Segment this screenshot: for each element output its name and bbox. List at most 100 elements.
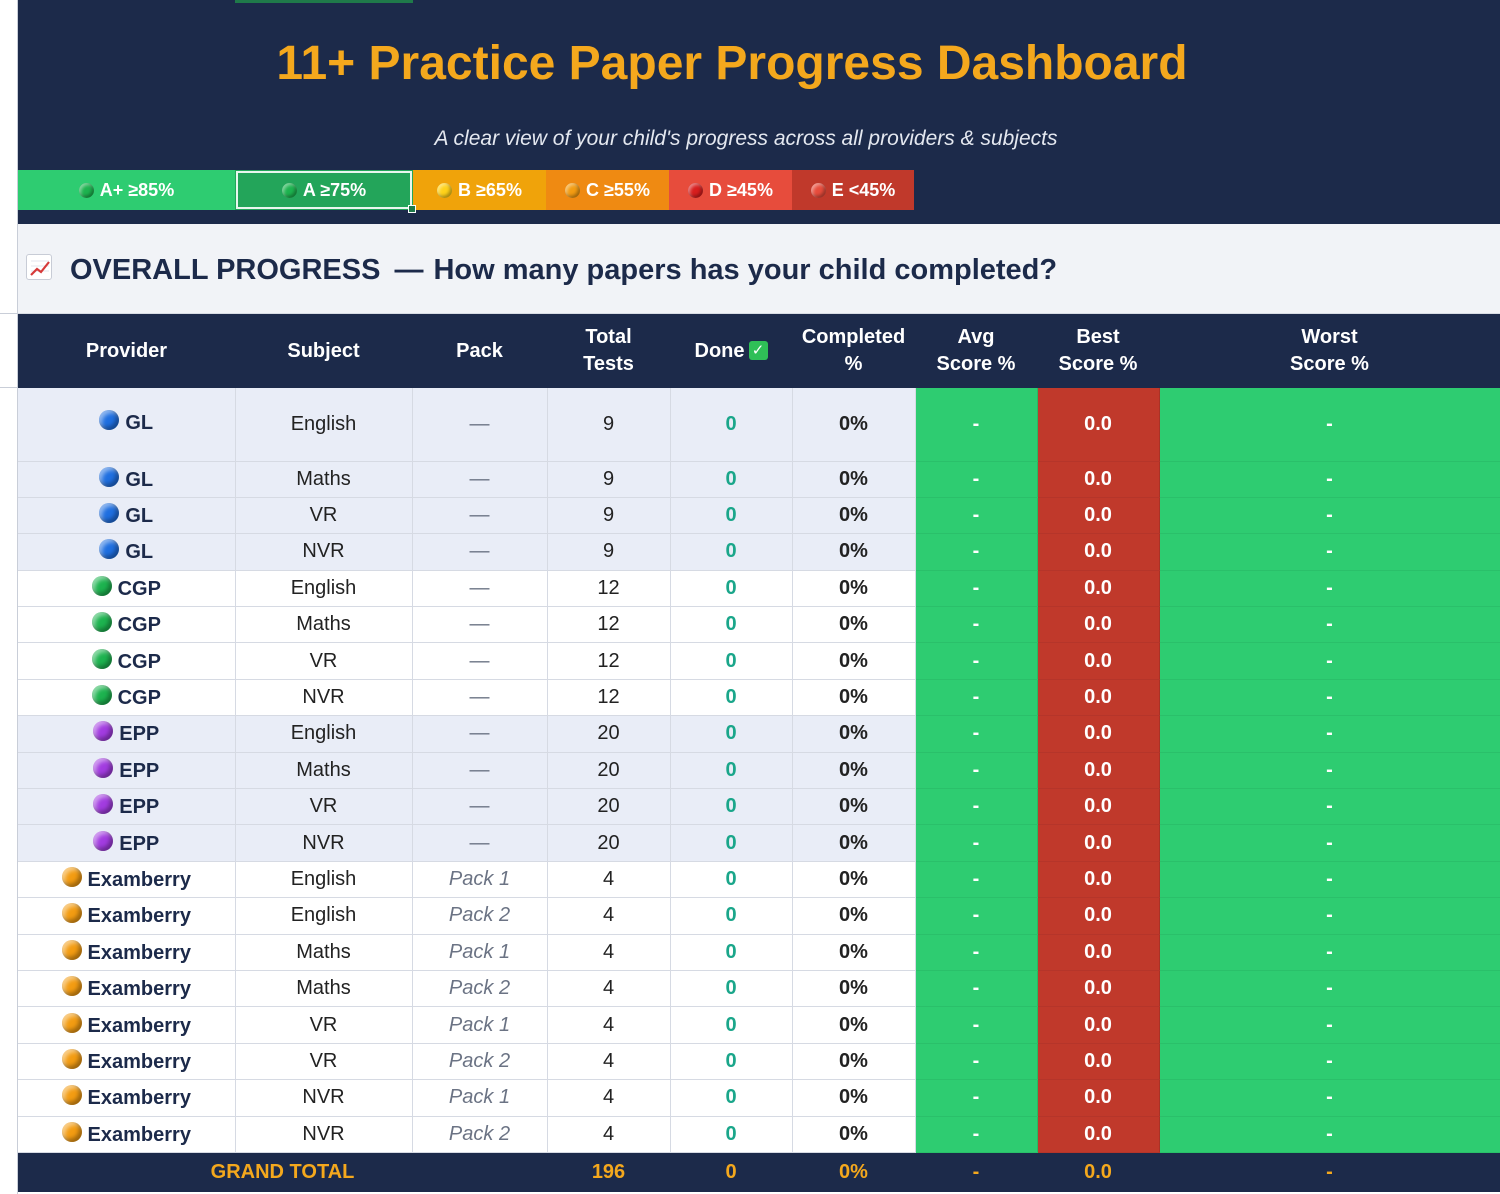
completed-cell[interactable]: 0%: [792, 388, 916, 462]
avg-score-cell[interactable]: -: [915, 788, 1038, 826]
avg-score-cell[interactable]: -: [915, 642, 1038, 680]
avg-score-cell[interactable]: -: [915, 715, 1038, 753]
subject-cell[interactable]: VR: [235, 1043, 413, 1081]
completed-cell[interactable]: 0%: [792, 533, 916, 571]
avg-score-cell[interactable]: -: [915, 388, 1038, 462]
grand-total-worst[interactable]: -: [1159, 1152, 1500, 1193]
grand-total-avg[interactable]: -: [915, 1152, 1037, 1193]
done-cell[interactable]: 0: [670, 970, 793, 1008]
best-score-cell[interactable]: 0.0: [1037, 570, 1160, 608]
provider-cell[interactable]: Examberry: [18, 1006, 236, 1044]
worst-score-cell[interactable]: -: [1159, 897, 1500, 935]
provider-cell[interactable]: EPP: [18, 715, 236, 753]
total-tests-cell[interactable]: 20: [547, 788, 671, 826]
done-cell[interactable]: 0: [670, 533, 793, 571]
pack-cell[interactable]: —: [412, 606, 548, 644]
provider-cell[interactable]: CGP: [18, 570, 236, 608]
provider-cell[interactable]: Examberry: [18, 1079, 236, 1117]
provider-cell[interactable]: Examberry: [18, 1043, 236, 1081]
subject-cell[interactable]: English: [235, 861, 413, 899]
best-score-cell[interactable]: 0.0: [1037, 752, 1160, 790]
best-score-cell[interactable]: 0.0: [1037, 497, 1160, 535]
pack-cell[interactable]: Pack 1: [412, 934, 548, 971]
grand-total-done[interactable]: 0: [670, 1152, 792, 1193]
subject-cell[interactable]: Maths: [235, 934, 413, 971]
provider-cell[interactable]: GL: [18, 533, 236, 571]
pack-cell[interactable]: —: [412, 497, 548, 535]
total-tests-cell[interactable]: 4: [547, 970, 671, 1008]
done-cell[interactable]: 0: [670, 1116, 793, 1153]
column-header-total-tests[interactable]: Total Tests: [547, 314, 670, 388]
grand-total-best[interactable]: 0.0: [1037, 1152, 1159, 1193]
subject-cell[interactable]: VR: [235, 788, 413, 826]
worst-score-cell[interactable]: -: [1159, 606, 1500, 644]
best-score-cell[interactable]: 0.0: [1037, 861, 1160, 899]
done-cell[interactable]: 0: [670, 679, 793, 717]
done-cell[interactable]: 0: [670, 788, 793, 826]
avg-score-cell[interactable]: -: [915, 461, 1038, 498]
avg-score-cell[interactable]: -: [915, 934, 1038, 971]
subject-cell[interactable]: NVR: [235, 1116, 413, 1153]
done-cell[interactable]: 0: [670, 1079, 793, 1117]
subject-cell[interactable]: NVR: [235, 824, 413, 862]
total-tests-cell[interactable]: 4: [547, 1116, 671, 1153]
done-cell[interactable]: 0: [670, 861, 793, 899]
avg-score-cell[interactable]: -: [915, 606, 1038, 644]
done-cell[interactable]: 0: [670, 934, 793, 971]
total-tests-cell[interactable]: 12: [547, 606, 671, 644]
best-score-cell[interactable]: 0.0: [1037, 1079, 1160, 1117]
worst-score-cell[interactable]: -: [1159, 934, 1500, 971]
worst-score-cell[interactable]: -: [1159, 861, 1500, 899]
provider-cell[interactable]: GL: [18, 388, 236, 462]
completed-cell[interactable]: 0%: [792, 861, 916, 899]
subject-cell[interactable]: English: [235, 897, 413, 935]
best-score-cell[interactable]: 0.0: [1037, 1043, 1160, 1081]
worst-score-cell[interactable]: -: [1159, 1116, 1500, 1153]
completed-cell[interactable]: 0%: [792, 970, 916, 1008]
pack-cell[interactable]: Pack 2: [412, 1043, 548, 1081]
worst-score-cell[interactable]: -: [1159, 970, 1500, 1008]
completed-cell[interactable]: 0%: [792, 1116, 916, 1153]
done-cell[interactable]: 0: [670, 461, 793, 498]
worst-score-cell[interactable]: -: [1159, 533, 1500, 571]
total-tests-cell[interactable]: 9: [547, 388, 671, 462]
best-score-cell[interactable]: 0.0: [1037, 970, 1160, 1008]
pack-cell[interactable]: —: [412, 679, 548, 717]
legend-chip[interactable]: C ≥55%: [546, 170, 669, 210]
worst-score-cell[interactable]: -: [1159, 1043, 1500, 1081]
done-cell[interactable]: 0: [670, 1043, 793, 1081]
completed-cell[interactable]: 0%: [792, 1043, 916, 1081]
best-score-cell[interactable]: 0.0: [1037, 461, 1160, 498]
pack-cell[interactable]: —: [412, 824, 548, 862]
done-cell[interactable]: 0: [670, 897, 793, 935]
provider-cell[interactable]: EPP: [18, 824, 236, 862]
provider-cell[interactable]: Examberry: [18, 897, 236, 935]
subject-cell[interactable]: Maths: [235, 970, 413, 1008]
worst-score-cell[interactable]: -: [1159, 497, 1500, 535]
avg-score-cell[interactable]: -: [915, 970, 1038, 1008]
subject-cell[interactable]: VR: [235, 642, 413, 680]
total-tests-cell[interactable]: 12: [547, 570, 671, 608]
worst-score-cell[interactable]: -: [1159, 570, 1500, 608]
completed-cell[interactable]: 0%: [792, 715, 916, 753]
best-score-cell[interactable]: 0.0: [1037, 1006, 1160, 1044]
done-cell[interactable]: 0: [670, 642, 793, 680]
column-header-subject[interactable]: Subject: [235, 314, 412, 388]
worst-score-cell[interactable]: -: [1159, 824, 1500, 862]
worst-score-cell[interactable]: -: [1159, 388, 1500, 462]
column-header-completed[interactable]: Completed%: [792, 314, 915, 388]
completed-cell[interactable]: 0%: [792, 570, 916, 608]
column-header-best-score[interactable]: Best Score %: [1037, 314, 1159, 388]
avg-score-cell[interactable]: -: [915, 497, 1038, 535]
completed-cell[interactable]: 0%: [792, 897, 916, 935]
pack-cell[interactable]: —: [412, 715, 548, 753]
total-tests-cell[interactable]: 4: [547, 1043, 671, 1081]
grand-total-label[interactable]: GRAND TOTAL: [18, 1152, 547, 1193]
subject-cell[interactable]: NVR: [235, 533, 413, 571]
pack-cell[interactable]: —: [412, 388, 548, 462]
best-score-cell[interactable]: 0.0: [1037, 934, 1160, 971]
done-cell[interactable]: 0: [670, 497, 793, 535]
total-tests-cell[interactable]: 4: [547, 934, 671, 971]
pack-cell[interactable]: —: [412, 570, 548, 608]
total-tests-cell[interactable]: 20: [547, 752, 671, 790]
